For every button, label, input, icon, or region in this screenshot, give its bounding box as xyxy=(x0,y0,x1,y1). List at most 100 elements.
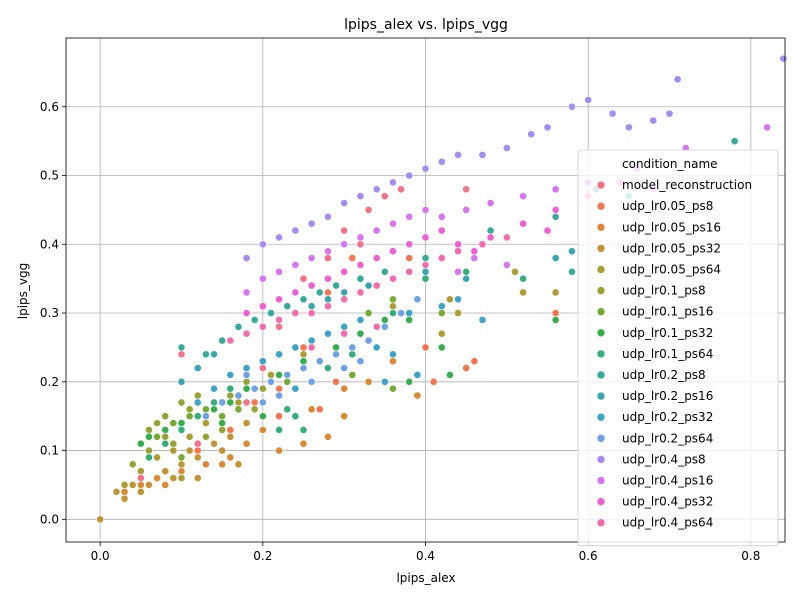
data-point xyxy=(364,205,373,214)
data-point xyxy=(389,219,397,228)
data-point xyxy=(462,364,471,372)
legend-entry-label: udp_lr0.05_ps8 xyxy=(622,199,713,213)
data-point xyxy=(478,150,487,159)
data-point xyxy=(153,474,161,482)
legend-marker xyxy=(596,370,606,380)
data-point xyxy=(389,384,397,393)
data-point xyxy=(519,219,528,228)
data-point xyxy=(218,398,227,407)
data-point xyxy=(161,426,170,434)
x-tick-label: 0.2 xyxy=(253,549,272,563)
legend-marker xyxy=(596,497,606,506)
data-point xyxy=(136,487,145,496)
x-tick-label: 0.8 xyxy=(741,549,760,563)
data-point xyxy=(454,309,462,317)
data-point xyxy=(502,261,511,269)
data-point xyxy=(258,240,267,249)
data-point xyxy=(364,309,373,317)
data-point xyxy=(356,274,365,283)
data-point xyxy=(323,329,332,338)
data-point xyxy=(568,247,576,256)
data-point xyxy=(218,419,227,427)
data-point xyxy=(511,267,519,276)
legend-box xyxy=(577,149,779,547)
data-point xyxy=(380,322,389,331)
legend-entry-label: udp_lr0.2_ps16 xyxy=(622,389,713,403)
data-point xyxy=(340,295,349,304)
data-point xyxy=(136,439,145,448)
data-point xyxy=(307,254,316,262)
data-point xyxy=(242,398,251,407)
data-point xyxy=(551,205,560,214)
data-point xyxy=(380,316,389,324)
legend-marker xyxy=(596,391,606,401)
data-point xyxy=(421,261,430,269)
data-point xyxy=(584,95,593,104)
data-point xyxy=(275,391,283,400)
data-point xyxy=(356,357,365,366)
legend-entry-label: udp_lr0.1_ps64 xyxy=(622,347,713,361)
data-point xyxy=(454,295,462,304)
data-point xyxy=(454,150,462,159)
data-point xyxy=(437,212,446,221)
data-point xyxy=(673,75,682,84)
data-point xyxy=(145,426,153,434)
data-point xyxy=(519,288,528,297)
data-point xyxy=(136,467,145,476)
data-point xyxy=(299,350,308,359)
data-point xyxy=(405,212,414,221)
data-point xyxy=(323,247,332,256)
data-point xyxy=(234,398,243,407)
data-point xyxy=(397,309,405,317)
data-point xyxy=(291,412,300,421)
data-point xyxy=(283,377,292,386)
data-point xyxy=(275,295,283,304)
legend-entry-label: udp_lr0.05_ps64 xyxy=(622,263,721,277)
data-point xyxy=(340,226,349,235)
legend-entry-label: udp_lr0.4_ps32 xyxy=(622,495,713,509)
data-point xyxy=(413,371,422,379)
data-point xyxy=(161,439,170,448)
data-point xyxy=(169,439,178,448)
data-point xyxy=(323,364,332,372)
data-point xyxy=(145,481,153,489)
y-tick-label: 0.0 xyxy=(40,512,59,526)
data-point xyxy=(226,398,235,407)
data-point xyxy=(234,322,243,331)
data-point xyxy=(201,419,210,427)
data-point xyxy=(275,233,283,242)
data-point xyxy=(283,405,292,414)
data-point xyxy=(356,192,365,201)
data-point xyxy=(405,377,414,386)
legend-entry-label: udp_lr0.4_ps16 xyxy=(622,474,713,488)
data-point xyxy=(364,281,373,290)
data-point xyxy=(429,377,438,386)
data-point xyxy=(185,432,194,441)
data-point xyxy=(527,130,536,139)
legend-entry-label: udp_lr0.2_ps8 xyxy=(622,368,706,382)
data-point xyxy=(242,329,251,338)
data-point xyxy=(421,274,430,283)
legend-marker xyxy=(596,244,606,253)
data-point xyxy=(437,343,446,352)
data-point xyxy=(380,267,389,276)
data-point xyxy=(258,384,267,393)
data-point xyxy=(258,364,267,372)
data-point xyxy=(323,295,332,304)
legend-entry-label: udp_lr0.1_ps8 xyxy=(622,284,706,298)
data-point xyxy=(210,405,218,414)
data-point xyxy=(275,322,283,331)
data-point xyxy=(478,240,487,249)
data-point xyxy=(193,364,202,372)
data-point xyxy=(258,322,267,331)
data-point xyxy=(372,226,381,235)
data-point xyxy=(145,432,153,441)
data-point xyxy=(356,261,365,269)
data-point xyxy=(161,432,170,441)
data-point xyxy=(275,371,283,379)
data-point xyxy=(177,377,186,386)
legend-entry-label: udp_lr0.2_ps32 xyxy=(622,410,713,424)
data-point xyxy=(258,302,267,311)
data-point xyxy=(437,226,446,235)
data-point xyxy=(340,412,349,421)
